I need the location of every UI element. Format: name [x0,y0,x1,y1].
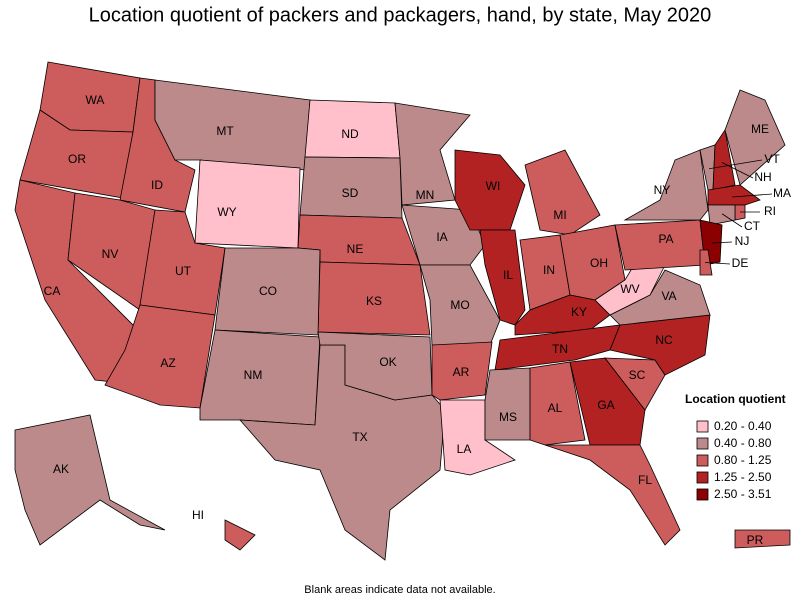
state-label: ND [341,127,359,141]
state-label: FL [638,473,652,487]
leader-line [721,213,743,228]
state-labels: WA OR CA ID NV UT AZ MT WY ND SD NE KS CO NM TX OK MN IA MO… [44,93,791,547]
state-label: HI [192,508,204,522]
state-shape [724,89,786,186]
state-label: PR [747,533,764,547]
state-label: NH [754,170,771,184]
state-label: CT [744,219,761,233]
leader-line [704,262,731,265]
legend-label: 0.80 - 1.25 [714,453,772,467]
legend-swatch [696,471,709,484]
legend-label: 0.40 - 0.80 [714,436,772,450]
state-label: WA [86,93,105,107]
state-label: OR [68,152,86,166]
state-label: IA [436,230,447,244]
state-label: WY [217,205,236,219]
legend-label: 0.20 - 0.40 [714,419,772,433]
state-label: AL [548,401,563,415]
state-label: TX [352,430,367,444]
state-label: UT [175,264,192,278]
state-shape [529,361,586,446]
legend-swatch [696,454,709,467]
state-shape [494,324,621,371]
state-shape [712,128,736,191]
state-label: OH [590,256,608,270]
state-shape [317,331,433,401]
legend-swatch [696,437,709,450]
state-shape [214,247,321,336]
leader-line [708,159,763,170]
legend-label: 1.25 - 2.50 [714,470,772,484]
leader-line [721,162,754,179]
state-label: GA [597,398,614,412]
state-label: IL [503,268,513,282]
state-label: MO [450,298,469,312]
state-label: KY [571,305,587,319]
state-shape [224,519,256,551]
legend-title: Location quotient [685,392,786,406]
state-label: OK [379,355,396,369]
state-label: DE [732,256,749,270]
state-shape [401,204,486,266]
leader-line [732,193,773,198]
state-label: TN [552,342,568,356]
state-label: AR [453,365,470,379]
state-label: NY [654,183,671,197]
leader-line [711,241,733,244]
state-label: AZ [160,356,175,370]
state-label: KS [366,294,382,308]
state-shape [104,304,216,409]
map-title: Location quotient of packers and package… [89,4,712,26]
state-shape [707,204,736,226]
state-label: PA [658,232,673,246]
legend: 0.20 - 0.40 0.40 - 0.80 0.80 - 1.25 1.25 - … [696,419,772,501]
state-shape [734,204,746,221]
state-label: MS [499,410,517,424]
state-label: VT [764,152,780,166]
state-shape [524,149,601,236]
state-shape [431,341,493,401]
state-shape [734,529,791,549]
state-label: NV [102,247,119,261]
state-label: ID [151,178,163,192]
state-label: MT [216,124,234,138]
state-shape [544,444,681,546]
state-shape [194,159,301,249]
state-label: VA [661,289,676,303]
state-shape [707,184,761,206]
state-label: SC [629,368,646,382]
state-label: WI [486,179,501,193]
legend-label: 2.50 - 3.51 [714,487,772,501]
state-label: NE [347,242,364,256]
state-label: NC [655,333,673,347]
state-shape [14,414,166,546]
state-shape [569,357,646,446]
state-label: AK [53,462,69,476]
state-shape [484,367,531,441]
state-label: IN [543,263,555,277]
state-label: WV [620,282,639,296]
state-label: NJ [735,234,750,248]
state-label: LA [457,442,472,456]
state-label: NM [244,368,263,382]
states [14,61,791,561]
state-label: ME [751,122,769,136]
legend-swatch [696,488,709,501]
state-label: SD [342,186,359,200]
state-label: RI [764,204,776,218]
state-label: CO [259,284,277,298]
state-label: MI [553,208,566,222]
state-label: MA [773,186,791,200]
legend-swatch [696,420,709,433]
footnote: Blank areas indicate data not available. [304,584,495,596]
state-label: MN [416,188,435,202]
state-label: CA [44,284,61,298]
